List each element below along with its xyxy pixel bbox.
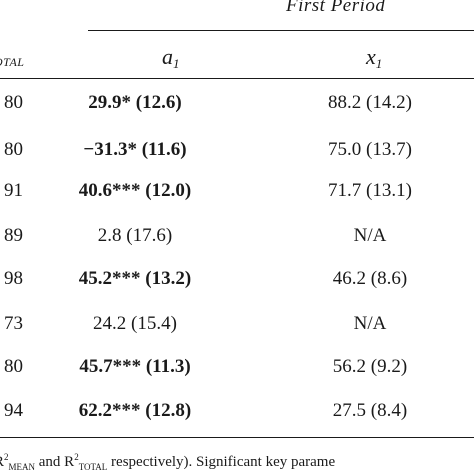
footnote-r-mean-sub: MEAN (8, 462, 36, 472)
cell-x1: N/A (353, 225, 387, 246)
cell-x1: 56.2 (9.2) (332, 356, 408, 377)
cell-x1: 75.0 (13.7) (328, 139, 412, 160)
cell-total: 98 (4, 268, 23, 289)
table-row: 94 62.2*** (12.8) 27.5 (8.4) (0, 400, 474, 430)
column-header-a1-base: a (162, 44, 173, 69)
column-header-total: OTAL (0, 55, 25, 69)
column-header-x1: x1 (366, 44, 382, 72)
footnote-r-mean: R (0, 454, 4, 470)
table-row: 80 45.7*** (11.3) 56.2 (9.2) (0, 356, 474, 386)
column-header-x1-base: x (366, 44, 376, 69)
cell-x1: N/A (353, 313, 387, 334)
cell-total: 91 (4, 180, 23, 201)
table-row: 89 2.8 (17.6) N/A (0, 225, 474, 255)
table-row: 80 29.9* (12.6) 88.2 (14.2) (0, 92, 474, 122)
cell-a1: −31.3* (11.6) (83, 139, 187, 160)
cell-total: 80 (4, 92, 23, 113)
footnote-r-mean-sup: 2 (4, 452, 9, 462)
cell-a1: 29.9* (12.6) (88, 92, 182, 113)
cell-a1: 45.2*** (13.2) (78, 268, 192, 289)
footnote: R2MEAN and R2TOTAL respectively). Signif… (0, 452, 335, 472)
cell-x1: 71.7 (13.1) (328, 180, 412, 201)
cell-total: 94 (4, 400, 23, 421)
column-header-a1-sub: 1 (173, 56, 180, 71)
table-row: 73 24.2 (15.4) N/A (0, 313, 474, 343)
cell-total: 73 (4, 313, 23, 334)
period-header: First Period (286, 0, 386, 16)
cell-total: 80 (4, 356, 23, 377)
column-header-x1-sub: 1 (375, 56, 383, 71)
cell-a1: 40.6*** (12.0) (78, 180, 192, 201)
table-row: 98 45.2*** (13.2) 46.2 (8.6) (0, 268, 474, 298)
cell-a1: 62.2*** (12.8) (78, 400, 192, 421)
cell-total: 89 (4, 225, 23, 246)
header-top-rule (88, 30, 474, 31)
table-row: 91 40.6*** (12.0) 71.7 (13.1) (0, 180, 474, 210)
footnote-r-total-sub: TOTAL (78, 462, 108, 472)
header-bottom-rule (0, 78, 474, 79)
cell-a1: 24.2 (15.4) (93, 313, 177, 334)
footnote-r-total-sup: 2 (74, 452, 79, 462)
table-row: 80 −31.3* (11.6) 75.0 (13.7) (0, 139, 474, 169)
cell-a1: 2.8 (17.6) (97, 225, 173, 246)
footnote-and: and R (35, 454, 75, 470)
cell-a1: 45.7*** (11.3) (79, 356, 191, 377)
column-header-a1: a1 (162, 44, 180, 72)
cell-x1: 27.5 (8.4) (332, 400, 408, 421)
cell-total: 80 (4, 139, 23, 160)
cell-x1: 88.2 (14.2) (328, 92, 412, 113)
table-bottom-rule (0, 437, 474, 438)
footnote-tail: respectively). Significant key parame (107, 454, 336, 470)
cell-x1: 46.2 (8.6) (332, 268, 408, 289)
